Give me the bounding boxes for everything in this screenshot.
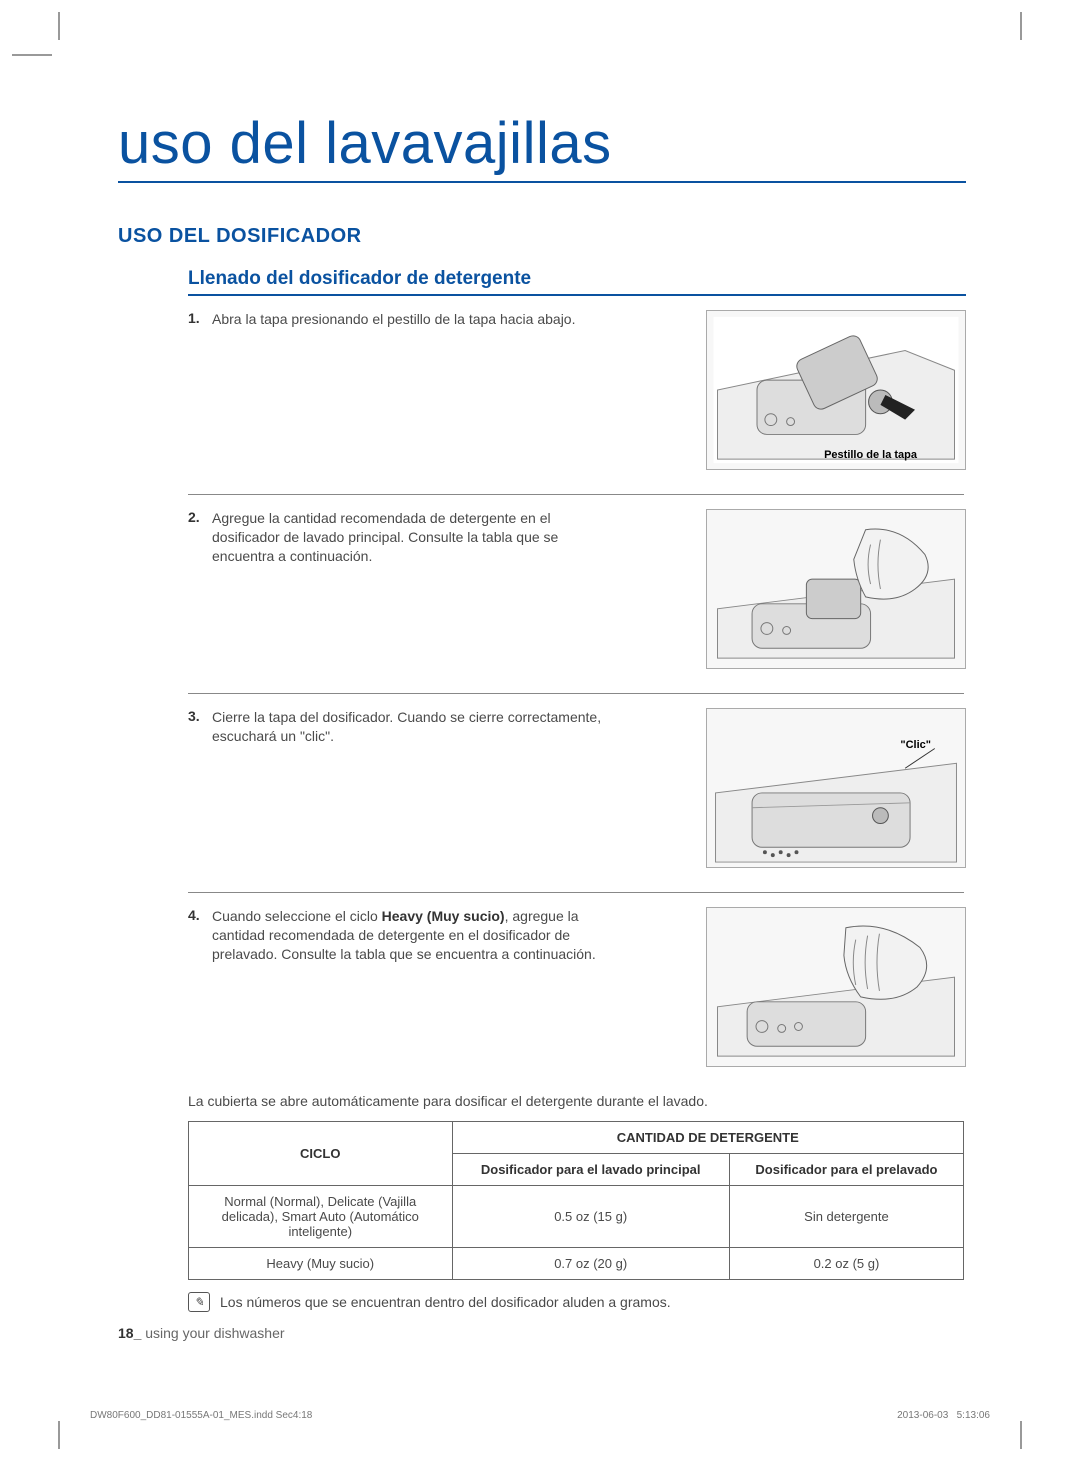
step-text: Cuando seleccione el ciclo Heavy (Muy su…	[212, 907, 602, 964]
table-cell: Sin detergente	[729, 1186, 963, 1248]
imprint-bar: DW80F600_DD81-01555A-01_MES.indd Sec4:18…	[90, 1410, 990, 1421]
step-text: Abra la tapa presionando el pestillo de …	[212, 310, 602, 329]
table-cell: 0.5 oz (15 g)	[452, 1186, 729, 1248]
crop-mark	[1020, 1421, 1022, 1449]
note-icon: ✎	[188, 1292, 210, 1312]
step-block: 3. Cierre la tapa del dosificador. Cuand…	[118, 708, 966, 880]
footnote: ✎ Los números que se encuentran dentro d…	[188, 1292, 966, 1312]
illustration-label: "Clic"	[900, 739, 931, 751]
subsection-heading: Llenado del dosificador de detergente	[188, 268, 966, 296]
table-header: Dosificador para el prelavado	[729, 1154, 963, 1186]
crop-mark	[1020, 12, 1022, 40]
illustration: Pestillo de la tapa	[706, 310, 966, 470]
table-header: CANTIDAD DE DETERGENTE	[452, 1122, 964, 1154]
table-cell: 0.7 oz (20 g)	[452, 1248, 729, 1280]
page-title: uso del lavavajillas	[118, 110, 966, 183]
imprint-file: DW80F600_DD81-01555A-01_MES.indd Sec4:18	[90, 1410, 312, 1421]
step-number: 2.	[188, 509, 212, 525]
step-number: 3.	[188, 708, 212, 724]
table-cell: Normal (Normal), Delicate (Vajilla delic…	[189, 1186, 453, 1248]
step-block: 2. Agregue la cantidad recomendada de de…	[118, 509, 966, 681]
illustration-label: Pestillo de la tapa	[824, 449, 917, 461]
step-text: Agregue la cantidad recomendada de deter…	[212, 509, 602, 566]
illustration	[706, 907, 966, 1067]
footer-text: using your dishwasher	[141, 1325, 284, 1341]
step-text: Cierre la tapa del dosificador. Cuando s…	[212, 708, 602, 746]
table-row: Normal (Normal), Delicate (Vajilla delic…	[189, 1186, 964, 1248]
step-number: 4.	[188, 907, 212, 923]
section-heading: USO DEL DOSIFICADOR	[118, 225, 966, 248]
table-row: Heavy (Muy sucio) 0.7 oz (20 g) 0.2 oz (…	[189, 1248, 964, 1280]
crop-mark	[58, 1421, 60, 1449]
divider	[188, 892, 964, 893]
page-number: 18_	[118, 1325, 141, 1341]
detergent-table: CICLO CANTIDAD DE DETERGENTE Dosificador…	[188, 1121, 964, 1280]
table-cell: 0.2 oz (5 g)	[729, 1248, 963, 1280]
note-text: La cubierta se abre automáticamente para…	[188, 1093, 966, 1109]
table-header: CICLO	[189, 1122, 453, 1186]
step-block: 4. Cuando seleccione el ciclo Heavy (Muy…	[118, 907, 966, 1079]
page-content: uso del lavavajillas USO DEL DOSIFICADOR…	[118, 110, 966, 1312]
step-number: 1.	[188, 310, 212, 326]
imprint-datetime: 2013-06-03 5:13:06	[897, 1410, 990, 1421]
table-cell: Heavy (Muy sucio)	[189, 1248, 453, 1280]
crop-mark	[58, 12, 60, 40]
step-block: 1. Abra la tapa presionando el pestillo …	[118, 310, 966, 482]
footnote-text: Los números que se encuentran dentro del…	[220, 1294, 671, 1310]
divider	[188, 693, 964, 694]
page-footer: 18_ using your dishwasher	[118, 1325, 285, 1341]
illustration	[706, 509, 966, 669]
divider	[188, 494, 964, 495]
crop-mark	[12, 54, 52, 56]
table-header: Dosificador para el lavado principal	[452, 1154, 729, 1186]
illustration: "Clic"	[706, 708, 966, 868]
